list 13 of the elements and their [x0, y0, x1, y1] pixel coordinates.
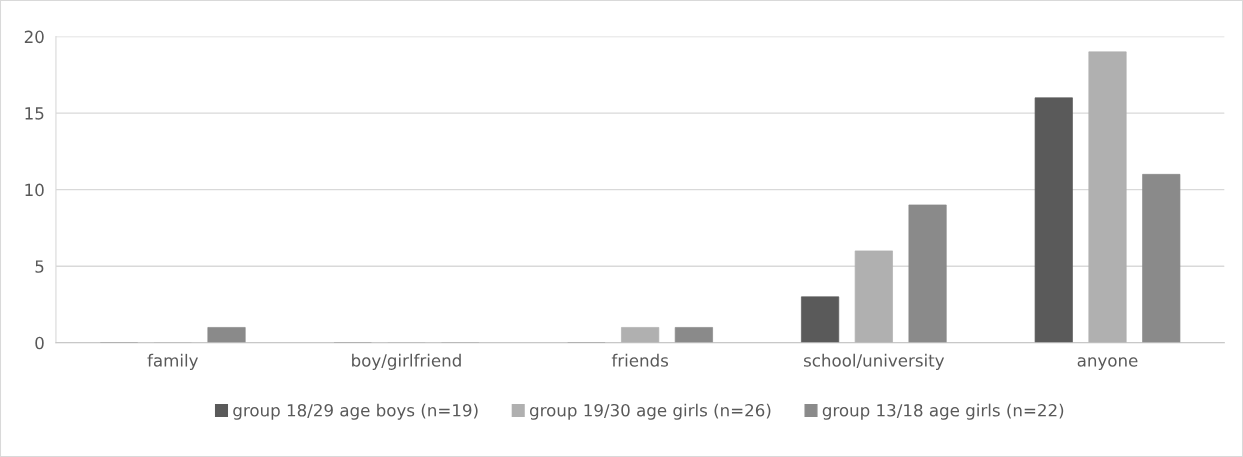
y-tick-label: 20 [24, 30, 44, 44]
y-tick-label: 15 [25, 107, 44, 120]
legend-label: group 18/29 age boys (n=19) [233, 403, 478, 420]
legend-label: group 13/18 age girls (n=22) [822, 403, 1064, 420]
y-tick-label: 5 [35, 260, 44, 273]
legend-label: group 19/30 age girls (n=26) [529, 403, 771, 420]
x-tick-label: school/university [803, 353, 945, 370]
x-tick-label: anyone [1077, 357, 1138, 370]
x-tick-label: boy/girlfriend [352, 353, 461, 370]
x-tick-label: family [147, 353, 198, 370]
y-tick-label: 0 [35, 336, 44, 350]
x-tick-label: friends [611, 353, 669, 367]
y-tick-label: 10 [25, 183, 44, 197]
